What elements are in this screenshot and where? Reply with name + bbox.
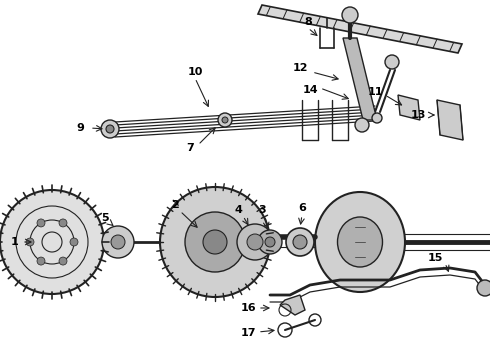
Ellipse shape — [315, 192, 405, 292]
Ellipse shape — [293, 235, 307, 249]
Circle shape — [106, 125, 114, 133]
Circle shape — [477, 280, 490, 296]
Text: 13: 13 — [410, 110, 426, 120]
Text: 17: 17 — [240, 328, 256, 338]
Polygon shape — [258, 5, 462, 53]
Text: 8: 8 — [304, 17, 312, 27]
Circle shape — [222, 117, 228, 123]
Circle shape — [203, 230, 227, 254]
Circle shape — [102, 226, 134, 258]
Circle shape — [385, 55, 399, 69]
Polygon shape — [280, 295, 305, 315]
Circle shape — [37, 219, 45, 227]
Text: 14: 14 — [302, 85, 318, 95]
Circle shape — [258, 230, 282, 254]
Text: 11: 11 — [367, 87, 383, 97]
Circle shape — [0, 190, 104, 294]
Circle shape — [265, 237, 275, 247]
Text: 2: 2 — [171, 200, 179, 210]
Text: 9: 9 — [76, 123, 84, 133]
Text: 10: 10 — [187, 67, 203, 77]
Text: 1: 1 — [11, 237, 19, 247]
Text: 16: 16 — [240, 303, 256, 313]
Text: 4: 4 — [234, 205, 242, 215]
Polygon shape — [437, 100, 463, 140]
Circle shape — [372, 113, 382, 123]
Circle shape — [59, 257, 67, 265]
Circle shape — [37, 257, 45, 265]
Text: 15: 15 — [427, 253, 442, 263]
Polygon shape — [398, 95, 420, 120]
Text: 6: 6 — [298, 203, 306, 213]
Text: 12: 12 — [292, 63, 308, 73]
Circle shape — [111, 235, 125, 249]
Ellipse shape — [286, 228, 314, 256]
Polygon shape — [343, 38, 377, 120]
Circle shape — [237, 224, 273, 260]
Circle shape — [160, 187, 270, 297]
Circle shape — [70, 238, 78, 246]
Circle shape — [218, 113, 232, 127]
Ellipse shape — [338, 217, 383, 267]
Circle shape — [101, 120, 119, 138]
Text: 3: 3 — [258, 205, 266, 215]
Text: 5: 5 — [101, 213, 109, 223]
Circle shape — [26, 238, 34, 246]
Circle shape — [247, 234, 263, 250]
Circle shape — [342, 7, 358, 23]
Text: 7: 7 — [186, 143, 194, 153]
Circle shape — [185, 212, 245, 272]
Circle shape — [59, 219, 67, 227]
Circle shape — [355, 118, 369, 132]
